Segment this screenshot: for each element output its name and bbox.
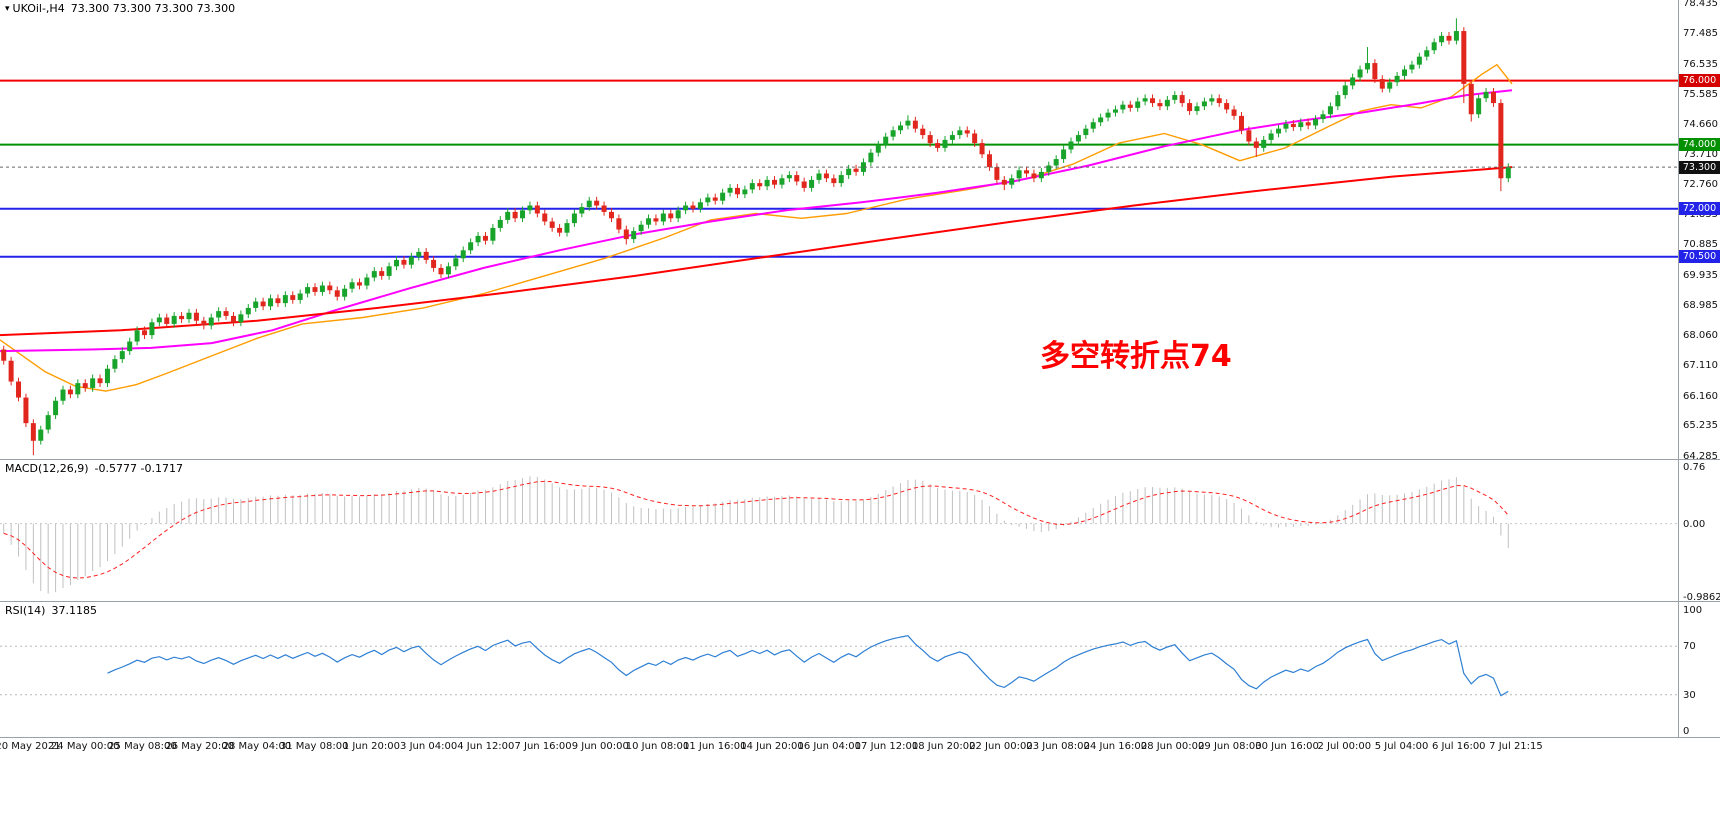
chart-marker-icon: ▾ <box>5 4 10 14</box>
rsi-axis-label: 30 <box>1683 689 1696 701</box>
rsi-value: 37.1185 <box>51 604 97 617</box>
panel-separator <box>0 737 1720 738</box>
time-axis-label: 7 Jun 16:00 <box>514 741 572 752</box>
price-axis-label: 78.435 <box>1683 0 1718 9</box>
macd-values: -0.5777 -0.1717 <box>94 462 183 475</box>
candles-group <box>1 18 1511 456</box>
price-axis-label: 67.110 <box>1683 360 1718 372</box>
price-level-badge: 70.500 <box>1679 250 1720 264</box>
symbol-label: UKOil-,H4 <box>12 2 65 15</box>
time-axis-label: 30 Jun 16:00 <box>1255 741 1319 752</box>
rsi-header: RSI(14) 37.1185 <box>5 604 97 617</box>
time-axis-label: 24 Jun 16:00 <box>1083 741 1148 752</box>
panel-separator[interactable] <box>0 601 1720 602</box>
price-level-badge: 76.000 <box>1679 74 1720 88</box>
macd-axis-label: -0.9862 <box>1683 592 1720 603</box>
time-axis-label: 7 Jul 21:15 <box>1489 741 1543 752</box>
price-level-badge: 72.000 <box>1679 202 1720 216</box>
price-axis-label: 69.935 <box>1683 269 1718 281</box>
time-axis-label: 3 Jun 04:00 <box>400 741 458 752</box>
price-axis-label: 73.710 <box>1683 148 1718 160</box>
ma-slow-line <box>0 166 1513 337</box>
macd-header: MACD(12,26,9) -0.5777 -0.1717 <box>5 462 183 475</box>
price-chart-area[interactable] <box>0 0 1679 459</box>
rsi-axis-label: 0 <box>1683 726 1690 737</box>
time-axis-label: 28 Jun 00:00 <box>1140 741 1205 752</box>
price-axis-label: 66.160 <box>1683 390 1718 402</box>
price-axis-label: 68.060 <box>1683 329 1718 341</box>
time-axis-label: 31 May 08:00 <box>279 741 349 752</box>
time-axis-label: 17 Jun 12:00 <box>854 741 919 752</box>
macd-signal-line <box>3 480 1509 579</box>
rsi-line <box>107 635 1509 697</box>
price-axis-label: 75.585 <box>1683 88 1718 100</box>
macd-axis-label: 0.00 <box>1683 518 1706 530</box>
time-axis-label: 25 May 08:00 <box>108 741 177 752</box>
time-axis-label: 23 Jun 08:00 <box>1026 741 1090 752</box>
time-axis-label: 24 May 00:00 <box>50 741 120 752</box>
time-axis-label: 26 May 20:00 <box>165 741 234 752</box>
ohlc-values: 73.300 73.300 73.300 73.300 <box>70 2 236 15</box>
time-axis-label: 28 May 04:00 <box>222 741 292 752</box>
ma-fast-line <box>0 63 1513 392</box>
rsi-panel[interactable] <box>0 602 1679 737</box>
chart-annotation-text[interactable]: 多空转折点74 <box>1040 339 1232 374</box>
time-axis-label: 4 Jun 12:00 <box>457 741 515 752</box>
current-price-badge: 73.300 <box>1679 160 1720 174</box>
time-axis-label: 6 Jul 16:00 <box>1431 741 1486 752</box>
ma-mid-line <box>0 89 1513 353</box>
horizontal-level-lines[interactable] <box>0 79 1679 258</box>
price-axis-label: 70.885 <box>1683 239 1718 251</box>
symbol-header: ▾ UKOil-,H4 73.300 73.300 73.300 73.300 <box>5 2 235 15</box>
time-axis-label: 18 Jun 20:00 <box>911 741 976 752</box>
macd-name: MACD(12,26,9) <box>5 462 89 475</box>
time-axis-label: 2 Jul 00:00 <box>1317 741 1372 752</box>
price-axis-label: 68.985 <box>1683 300 1718 312</box>
time-axis-label: 11 Jun 16:00 <box>682 741 747 752</box>
price-axis-label: 77.485 <box>1683 28 1718 40</box>
price-axis-label: 76.535 <box>1683 58 1718 70</box>
time-axis-label: 10 Jun 08:00 <box>625 741 690 752</box>
time-axis-label: 29 Jun 08:00 <box>1198 741 1262 752</box>
price-axis-label: 64.285 <box>1683 450 1718 462</box>
time-axis-label: 20 May 2021 <box>0 741 61 752</box>
axis-separator <box>1678 0 1679 738</box>
panel-separator[interactable] <box>0 459 1720 460</box>
macd-histogram <box>3 476 1509 594</box>
price-level-badge: 74.000 <box>1679 138 1720 152</box>
time-axis-label: 9 Jun 00:00 <box>571 741 629 752</box>
time-axis-label: 16 Jun 04:00 <box>797 741 861 752</box>
rsi-axis-label: 70 <box>1683 641 1696 653</box>
macd-axis-label: 0.76 <box>1683 462 1706 473</box>
price-axis-label: 72.760 <box>1683 179 1718 191</box>
rsi-name: RSI(14) <box>5 604 46 617</box>
price-axis-label: 65.235 <box>1683 420 1718 432</box>
macd-panel[interactable] <box>0 460 1679 601</box>
rsi-axis-label: 100 <box>1683 605 1703 616</box>
time-axis-label: 1 Jun 20:00 <box>342 741 400 752</box>
price-axis-label: 74.660 <box>1683 118 1718 130</box>
time-axis-label: 14 Jun 20:00 <box>740 741 804 752</box>
time-axis-label: 22 Jun 00:00 <box>969 741 1033 752</box>
time-axis-label: 5 Jul 04:00 <box>1374 741 1429 752</box>
